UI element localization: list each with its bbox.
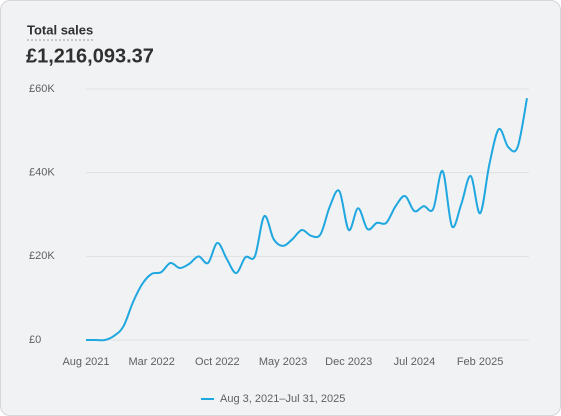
- chart-title: Total sales: [27, 22, 93, 37]
- x-tick-label: Jul 2024: [394, 356, 436, 368]
- x-tick-label: Oct 2022: [195, 356, 240, 368]
- sales-line: [86, 98, 528, 342]
- x-tick-label: Dec 2023: [325, 356, 372, 368]
- y-tick-label: £0: [29, 334, 41, 346]
- total-value: £1,216,093.37: [26, 45, 154, 67]
- x-tick-label: Aug 2021: [62, 356, 109, 368]
- x-tick-label: Mar 2022: [128, 356, 174, 368]
- y-tick-label: £20K: [29, 250, 55, 262]
- legend-label: Aug 3, 2021–Jul 31, 2025: [220, 393, 345, 405]
- x-tick-label: May 2023: [259, 356, 307, 368]
- y-tick-label: £40K: [29, 167, 55, 179]
- x-tick-label: Feb 2025: [457, 356, 503, 368]
- y-tick-label: £60K: [29, 83, 55, 95]
